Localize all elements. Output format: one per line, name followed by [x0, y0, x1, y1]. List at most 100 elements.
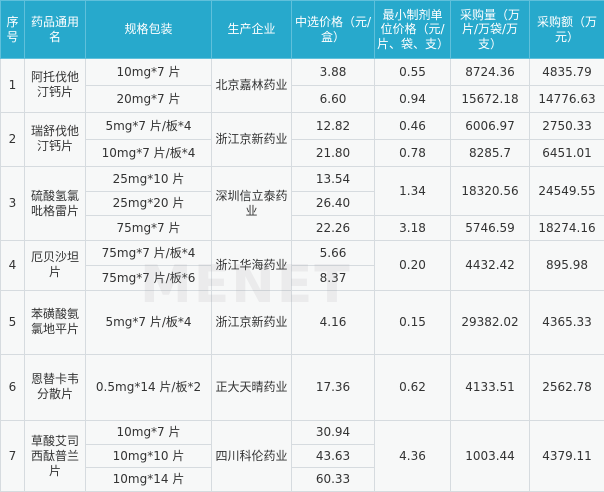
cell-no: 7: [0, 420, 25, 492]
cell-amount: 6451.01: [529, 138, 604, 167]
header-row: 序号 药品通用名 规格包装 生产企业 中选价格（元/盒） 最小制剂单位价格（元/…: [0, 0, 604, 59]
table-row: 5 苯磺酸氨氯地平片 5mg*7 片/板*4 浙江京新药业 4.16 0.15 …: [0, 289, 604, 355]
cell-no: 5: [0, 289, 25, 355]
cell-price: 30.94: [291, 420, 375, 445]
cell-qty: 5746.59: [450, 215, 530, 242]
cell-unit-price: 0.46: [374, 111, 451, 140]
cell-name: 瑞舒伐他汀钙片: [24, 111, 86, 167]
cell-no: 2: [0, 111, 25, 167]
cell-spec: 10mg*10 片: [85, 443, 212, 469]
cell-qty: 6006.97: [450, 111, 530, 140]
cell-amount: 14776.63: [529, 84, 604, 113]
cell-price: 3.88: [291, 58, 375, 86]
cell-price: 17.36: [291, 353, 375, 422]
cell-amount: 895.98: [529, 240, 604, 291]
cell-spec: 5mg*7 片/板*4: [85, 289, 212, 355]
cell-qty: 18320.56: [450, 165, 530, 217]
header-unit-price: 最小制剂单位价格（元/片、袋、支）: [374, 0, 451, 59]
cell-maker: 深圳信立泰药业: [211, 165, 292, 242]
cell-maker: 四川科伦药业: [211, 420, 292, 492]
cell-maker: 浙江华海药业: [211, 240, 292, 291]
cell-amount: 4365.33: [529, 289, 604, 355]
cell-amount: 4835.79: [529, 58, 604, 86]
cell-price: 26.40: [291, 190, 375, 217]
table-row: 1 阿托伐他汀钙片 10mg*7 片 北京嘉林药业 3.88 0.55 8724…: [0, 58, 604, 113]
table-row: 7 草酸艾司西酞普兰片 10mg*7 片 四川科伦药业 30.94 4.36 1…: [0, 420, 604, 492]
header-maker: 生产企业: [211, 0, 292, 59]
cell-unit-price: 0.62: [374, 353, 451, 422]
cell-spec: 5mg*7 片/板*4: [85, 111, 212, 140]
cell-price: 12.82: [291, 111, 375, 140]
cell-qty: 4133.51: [450, 353, 530, 422]
cell-spec: 10mg*7 片: [85, 58, 212, 86]
cell-name: 苯磺酸氨氯地平片: [24, 289, 86, 355]
cell-name: 厄贝沙坦片: [24, 240, 86, 291]
cell-price: 5.66: [291, 240, 375, 266]
cell-price: 60.33: [291, 467, 375, 492]
cell-unit-price: 1.34: [374, 165, 451, 217]
cell-name: 恩替卡韦分散片: [24, 353, 86, 422]
cell-spec: 75mg*7 片/板*4: [85, 240, 212, 266]
cell-spec: 75mg*7 片/板*6: [85, 264, 212, 291]
cell-amount: 2562.78: [529, 353, 604, 422]
cell-maker: 正大天晴药业: [211, 353, 292, 422]
header-no: 序号: [0, 0, 25, 59]
cell-name: 硫酸氢氯吡格雷片: [24, 165, 86, 242]
cell-qty: 15672.18: [450, 84, 530, 113]
cell-maker: 浙江京新药业: [211, 111, 292, 167]
table-row: 4 厄贝沙坦片 75mg*7 片/板*4 浙江华海药业 5.66 0.20 44…: [0, 240, 604, 291]
cell-name: 阿托伐他汀钙片: [24, 58, 86, 113]
table-row: 75mg*7 片 22.26 3.18 5746.59 18274.16: [1, 215, 604, 242]
cell-no: 6: [0, 353, 25, 422]
cell-unit-price: 0.55: [374, 58, 451, 86]
table-row: 2 瑞舒伐他汀钙片 5mg*7 片/板*4 浙江京新药业 12.82 0.46 …: [0, 111, 604, 167]
cell-spec: 0.5mg*14 片/板*2: [85, 353, 212, 422]
header-amount: 采购额（万元）: [529, 0, 604, 59]
cell-qty: 29382.02: [450, 289, 530, 355]
header-price: 中选价格（元/盒）: [291, 0, 375, 59]
cell-price: 13.54: [291, 165, 375, 192]
cell-maker: 浙江京新药业: [211, 289, 292, 355]
header-qty: 采购量（万片/万袋/万支）: [450, 0, 530, 59]
cell-price: 43.63: [291, 443, 375, 469]
cell-amount: 18274.16: [529, 215, 604, 242]
cell-spec: 10mg*7 片/板*4: [85, 138, 212, 167]
cell-unit-price: 0.94: [374, 84, 451, 113]
cell-price: 4.16: [291, 289, 375, 355]
cell-unit-price: 0.20: [374, 240, 451, 291]
cell-spec: 10mg*7 片: [85, 420, 212, 445]
header-spec: 规格包装: [85, 0, 212, 59]
table-row: 20mg*7 片 6.60 0.94 15672.18 14776.63: [1, 84, 604, 113]
cell-spec: 20mg*7 片: [85, 84, 212, 113]
cell-name: 草酸艾司西酞普兰片: [24, 420, 86, 492]
cell-price: 6.60: [291, 84, 375, 113]
cell-spec: 25mg*20 片: [85, 190, 212, 217]
cell-price: 22.26: [291, 215, 375, 242]
cell-no: 1: [0, 58, 25, 113]
cell-spec: 75mg*7 片: [85, 215, 212, 242]
cell-spec: 25mg*10 片: [85, 165, 212, 192]
cell-amount: 2750.33: [529, 111, 604, 140]
cell-qty: 8285.7: [450, 138, 530, 167]
cell-qty: 1003.44: [450, 420, 530, 492]
cell-price: 8.37: [291, 264, 375, 291]
cell-no: 3: [0, 165, 25, 242]
cell-amount: 4379.11: [529, 420, 604, 492]
cell-unit-price: 0.15: [374, 289, 451, 355]
cell-amount: 24549.55: [529, 165, 604, 217]
cell-unit-price: 4.36: [374, 420, 451, 492]
table-row: 10mg*10 片 43.63: [1, 443, 604, 469]
cell-qty: 4432.42: [450, 240, 530, 291]
cell-price: 21.80: [291, 138, 375, 167]
table-row: 10mg*14 片 60.33: [1, 467, 604, 492]
cell-unit-price: 0.78: [374, 138, 451, 167]
table-row: 25mg*20 片 26.40: [1, 190, 604, 217]
table-row: 3 硫酸氢氯吡格雷片 25mg*10 片 深圳信立泰药业 13.54 1.34 …: [0, 165, 604, 242]
cell-unit-price: 3.18: [374, 215, 451, 242]
table-row: 10mg*7 片/板*4 21.80 0.78 8285.7 6451.01: [1, 138, 604, 167]
cell-qty: 8724.36: [450, 58, 530, 86]
cell-maker: 北京嘉林药业: [211, 58, 292, 113]
table-row: 6 恩替卡韦分散片 0.5mg*14 片/板*2 正大天晴药业 17.36 0.…: [0, 353, 604, 422]
cell-no: 4: [0, 240, 25, 291]
